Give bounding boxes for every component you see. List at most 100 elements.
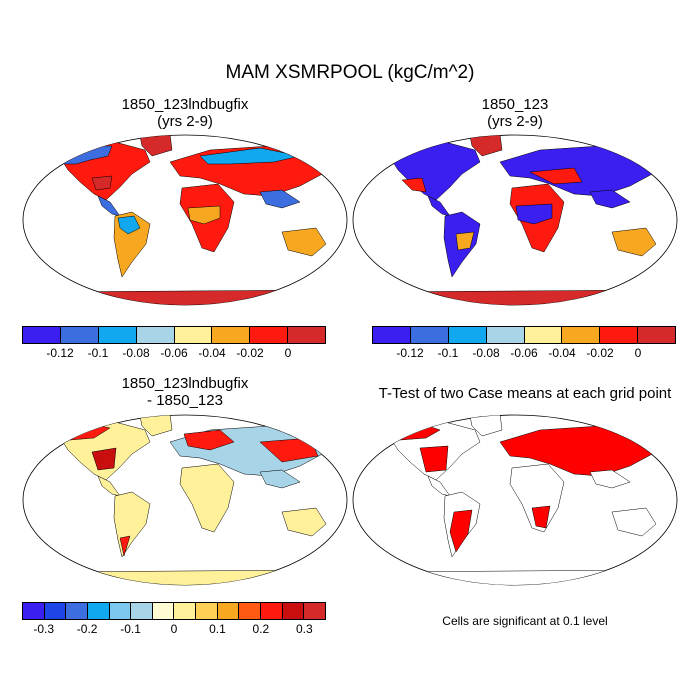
colorbar-panel-3-tick-label: 0.1 [209,622,226,636]
colorbar-panel-2-tick-label: -0.02 [586,346,614,360]
colorbar-panel-3 [22,602,326,620]
colorbar-panel-3-ticks: -0.3 -0.2 -0.1 0 0.1 0.2 0.3 [22,622,326,638]
central-asia-region [529,167,583,185]
colorbar-panel-3-tick-label: 0 [170,622,178,636]
colorbar-panel-3-swatch [152,603,175,619]
colorbar-panel-3-swatch [87,603,110,619]
colorbar-panel-3-tick-label: -0.2 [76,622,98,636]
europe-region [183,429,235,451]
colorbar-panel-1-swatch [174,327,213,343]
southeast-asia-land [589,189,631,209]
colorbar-panel-2-swatch [562,327,601,343]
africa-land [509,463,565,533]
colorbar-panel-1-tick-label: 0 [284,346,292,360]
southeast-asia-land [259,189,301,209]
colorbar-panel-3-swatch [66,603,88,619]
central-america-land [427,195,451,217]
africa-land [179,463,235,533]
north-america-east [91,175,113,191]
central-america-land [427,475,451,497]
colorbar-panel-2-swatch [410,327,449,343]
colorbar-panel-3-swatch [23,603,45,619]
southeast-asia-land [589,469,631,489]
colorbar-panel-3-swatch [174,603,197,619]
colorbar-panel-3-swatch [239,603,262,619]
colorbar-panel-3-tick-label: -0.1 [120,622,141,636]
colorbar-panel-1-swatch [288,327,325,343]
east-asia-region [259,437,319,463]
south-america-significant [449,509,473,553]
map-panel-4 [352,414,678,586]
significance-note: Cells are significant at 0.1 level [442,614,608,628]
colorbar-panel-2-tick-label: 0 [634,346,642,360]
colorbar-panel-2-tick-label: -0.04 [548,346,576,360]
map-panel-1 [22,134,348,306]
australia-land [611,507,657,537]
colorbar-panel-2-tick-label: -0.12 [396,346,424,360]
panel2-title: 1850_123 (yrs 2-9) [355,96,675,130]
colorbar-panel-3-swatch [304,603,325,619]
colorbar-panel-1-swatch [136,327,175,343]
africa-significant-south [531,505,551,529]
colorbar-panel-2-ticks: -0.12 -0.1 -0.08 -0.06 -0.04 -0.02 0 [372,346,676,362]
colorbar-panel-3-swatch [282,603,305,619]
colorbar-panel-2-swatch [638,327,675,343]
map-panel-3 [22,414,348,586]
colorbar-panel-3-tick-label: -0.3 [33,622,55,636]
colorbar-panel-1-swatch [250,327,289,343]
colorbar-panel-3-swatch [109,603,132,619]
colorbar-panel-3-tick-label: 0.2 [252,622,270,636]
colorbar-panel-1-tick-label: -0.1 [87,346,109,360]
panel1-title-line2: (yrs 2-9) [157,113,213,130]
colorbar-panel-1-swatch [98,327,137,343]
colorbar-panel-2-tick-label: -0.08 [472,346,500,360]
colorbar-panel-1-swatch [23,327,61,343]
colorbar-panel-2-tick-label: -0.1 [437,346,459,360]
panel1-title: 1850_123lndbugfix (yrs 2-9) [25,96,345,130]
colorbar-panel-1 [22,326,326,344]
figure-title: MAM XSMRPOOL (kgC/m^2) [225,62,475,83]
colorbar-panel-1-swatch [212,327,251,343]
southeast-asia-land [259,469,301,489]
eurasia-land [499,145,657,197]
colorbar-panel-2-tick-label: -0.06 [510,346,538,360]
panel2-title-line1: 1850_123 [481,96,549,113]
colorbar-panel-2-swatch [600,327,639,343]
central-america-land [97,195,121,217]
panel1-title-line1: 1850_123lndbugfix [121,96,249,113]
colorbar-panel-1-tick-label: -0.12 [46,346,74,360]
south-america-east [455,231,475,251]
map-panel-2 [352,134,678,306]
central-america-land [97,475,121,497]
colorbar-panel-2-swatch [524,327,563,343]
panel2-title-line2: (yrs 2-9) [487,113,543,130]
africa-tropics [515,203,553,225]
panel3-title-line2: - 1850_123 [147,392,223,409]
colorbar-panel-1-ticks: -0.12 -0.1 -0.08 -0.06 -0.04 -0.02 0 [22,346,326,362]
greenland-land [469,415,503,437]
colorbar-panel-3-swatch [44,603,67,619]
colorbar-panel-3-swatch [261,603,283,619]
colorbar-panel-3-swatch [217,603,240,619]
panel3-title-line1: 1850_123lndbugfix [121,375,249,392]
colorbar-panel-1-swatch [60,327,99,343]
colorbar-panel-2-swatch [448,327,487,343]
colorbar-panel-2-swatch [373,327,411,343]
eurasia-significant [499,425,657,477]
south-america-south [119,535,131,557]
north-america-significant-east [419,445,449,473]
australia-land [611,227,657,257]
north-america-southwest [401,177,427,193]
north-america-east [91,447,117,471]
colorbar-panel-1-tick-label: -0.04 [198,346,226,360]
greenland-land [139,415,173,437]
panel4-title: T-Test of two Case means at each grid po… [350,385,700,402]
africa-tropics [187,205,221,225]
greenland-land [139,135,173,157]
panel4-title-line1: T-Test of two Case means at each grid po… [378,385,672,402]
panel3-title: 1850_123lndbugfix - 1850_123 [25,375,345,409]
colorbar-panel-1-tick-label: -0.06 [160,346,188,360]
eurasia-north-band [199,147,301,165]
colorbar-panel-3-tick-label: 0.3 [295,622,313,636]
colorbar-panel-3-swatch [196,603,218,619]
